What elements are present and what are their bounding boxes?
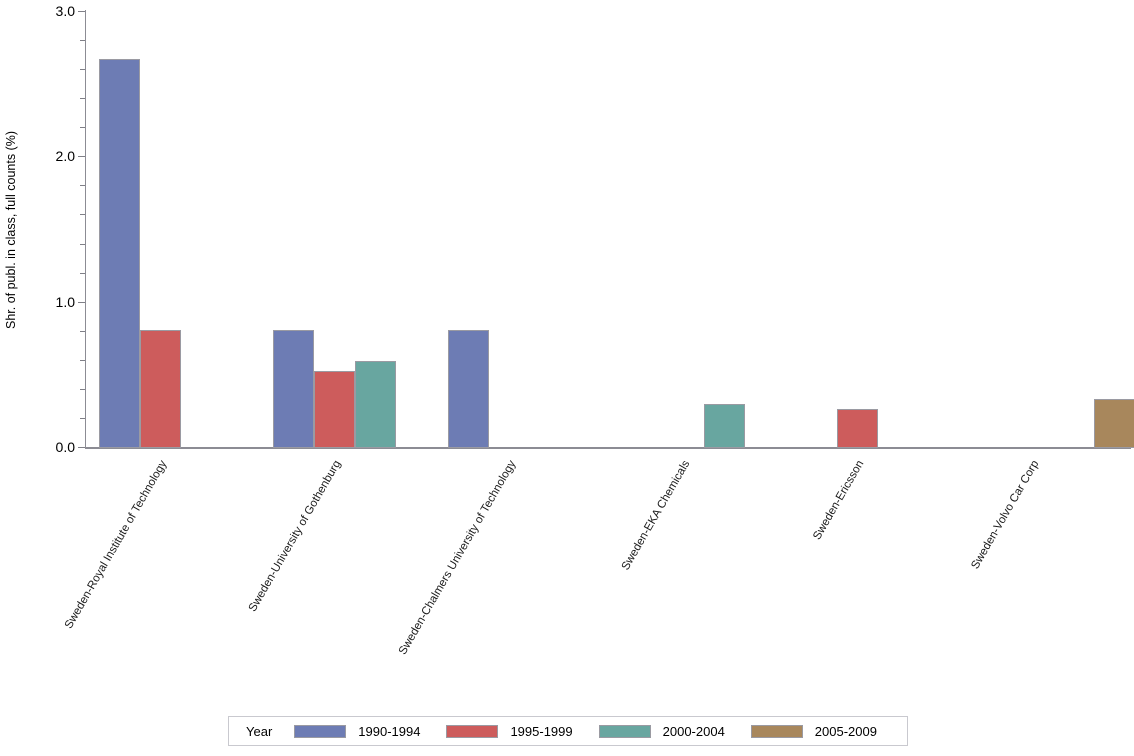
- y-axis-title: Shr. of publ. in class, full counts (%): [4, 131, 18, 330]
- y-axis-minor-tick: [80, 214, 85, 215]
- y-axis-minor-tick: [80, 360, 85, 361]
- y-axis-minor-tick: [80, 98, 85, 99]
- legend-entry[interactable]: 2000-2004: [598, 723, 725, 739]
- y-axis-tick-label: 1.0: [55, 293, 75, 310]
- bar: [355, 360, 397, 448]
- y-axis-tick-label: 3.0: [55, 3, 75, 19]
- y-axis-minor-tick: [80, 389, 85, 390]
- y-axis-minor-tick: [80, 331, 85, 332]
- bar: [1093, 398, 1134, 448]
- legend-color-swatch: [598, 724, 651, 738]
- legend-entry[interactable]: 2005-2009: [750, 723, 877, 739]
- x-axis-category-label-text: Sweden-Ericsson: [811, 458, 867, 542]
- legend-color-swatch: [294, 724, 347, 738]
- plot-area: [85, 10, 1134, 448]
- y-axis-major-tick: [78, 156, 85, 157]
- legend-label: 1990-1994: [358, 723, 421, 739]
- legend-color-swatch: [446, 724, 499, 738]
- y-axis-line: [85, 10, 86, 448]
- y-axis-minor-tick: [80, 185, 85, 186]
- bar: [273, 330, 315, 448]
- bar: [447, 330, 489, 448]
- y-axis-major-tick: [78, 447, 85, 448]
- legend-label: 1995-1999: [510, 723, 573, 739]
- bar: [99, 58, 140, 448]
- y-axis-tick-labels: 0.0 1.0 2.0 3.0: [35, 0, 75, 460]
- y-axis-tick-label: 2.0: [55, 148, 75, 165]
- legend-entry[interactable]: 1995-1999: [446, 723, 573, 739]
- y-axis-minor-tick: [80, 244, 85, 245]
- y-axis-minor-tick: [80, 273, 85, 274]
- x-axis-category-label-text: Sweden-Volvo Car Corp: [968, 458, 1042, 572]
- bar: [314, 370, 356, 448]
- y-axis-minor-tick: [80, 69, 85, 70]
- y-axis-minor-tick: [80, 40, 85, 41]
- legend-label: 2000-2004: [662, 723, 725, 739]
- x-axis-line: [85, 447, 1131, 449]
- y-axis-minor-tick: [80, 418, 85, 419]
- legend-entry[interactable]: 1990-1994: [294, 724, 420, 739]
- y-axis-minor-tick: [80, 127, 85, 128]
- y-axis-major-tick: [78, 11, 85, 12]
- y-axis-tick-marks: [78, 0, 86, 460]
- x-axis-category-label-text: Sweden-University of Gothenburg: [247, 458, 344, 614]
- y-axis-tick-label: 0.0: [55, 439, 75, 455]
- legend-color-swatch: [750, 724, 803, 738]
- bar: [140, 330, 181, 448]
- legend-label: 2005-2009: [814, 723, 877, 739]
- legend: Year 1990-1994 1995-1999 2000-2004 2005-200…: [228, 716, 908, 746]
- legend-title: Year: [246, 723, 273, 739]
- bar: [837, 408, 879, 448]
- x-axis-category-label-text: Sweden-EKA Chemicals: [619, 458, 693, 573]
- x-axis-category-label-text: Sweden-Royal Institute of Technology: [62, 458, 170, 631]
- x-axis-category-label-text: Sweden-Chalmers University of Technology: [396, 458, 519, 657]
- y-axis-major-tick: [78, 302, 85, 303]
- legend-entries: 1990-1994 1995-1999 2000-2004 2005-2009: [294, 724, 903, 739]
- bar: [704, 404, 745, 448]
